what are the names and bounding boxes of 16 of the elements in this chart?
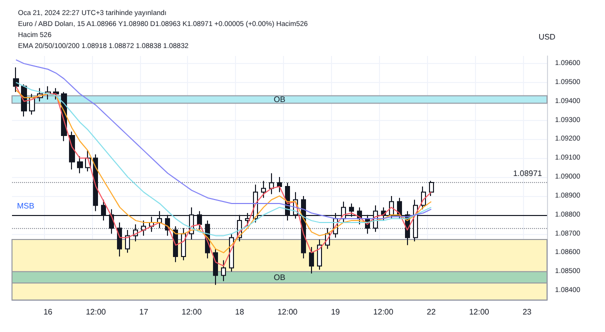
x-tick-label: 23 [522,308,532,316]
x-tick-label: 18 [235,308,245,316]
x-tick-label: 17 [139,308,149,316]
x-tick-label: 19 [330,308,340,316]
x-tick-label: 22 [426,308,436,316]
y-axis-title: USD [538,32,556,42]
x-tick-label: 12:00 [182,308,202,316]
ref-line-label: MSB [17,201,34,210]
band-label: OB [274,272,286,282]
ref-line-label: 1.08971 [513,169,543,178]
x-tick-label: 12:00 [469,308,490,316]
x-tick-label: 12:00 [86,308,106,316]
x-tick-label: 16 [43,308,53,316]
x-tick-label: 12:00 [373,308,394,316]
band-label: OB [274,95,286,104]
x-tick-label: 12:00 [277,308,298,316]
